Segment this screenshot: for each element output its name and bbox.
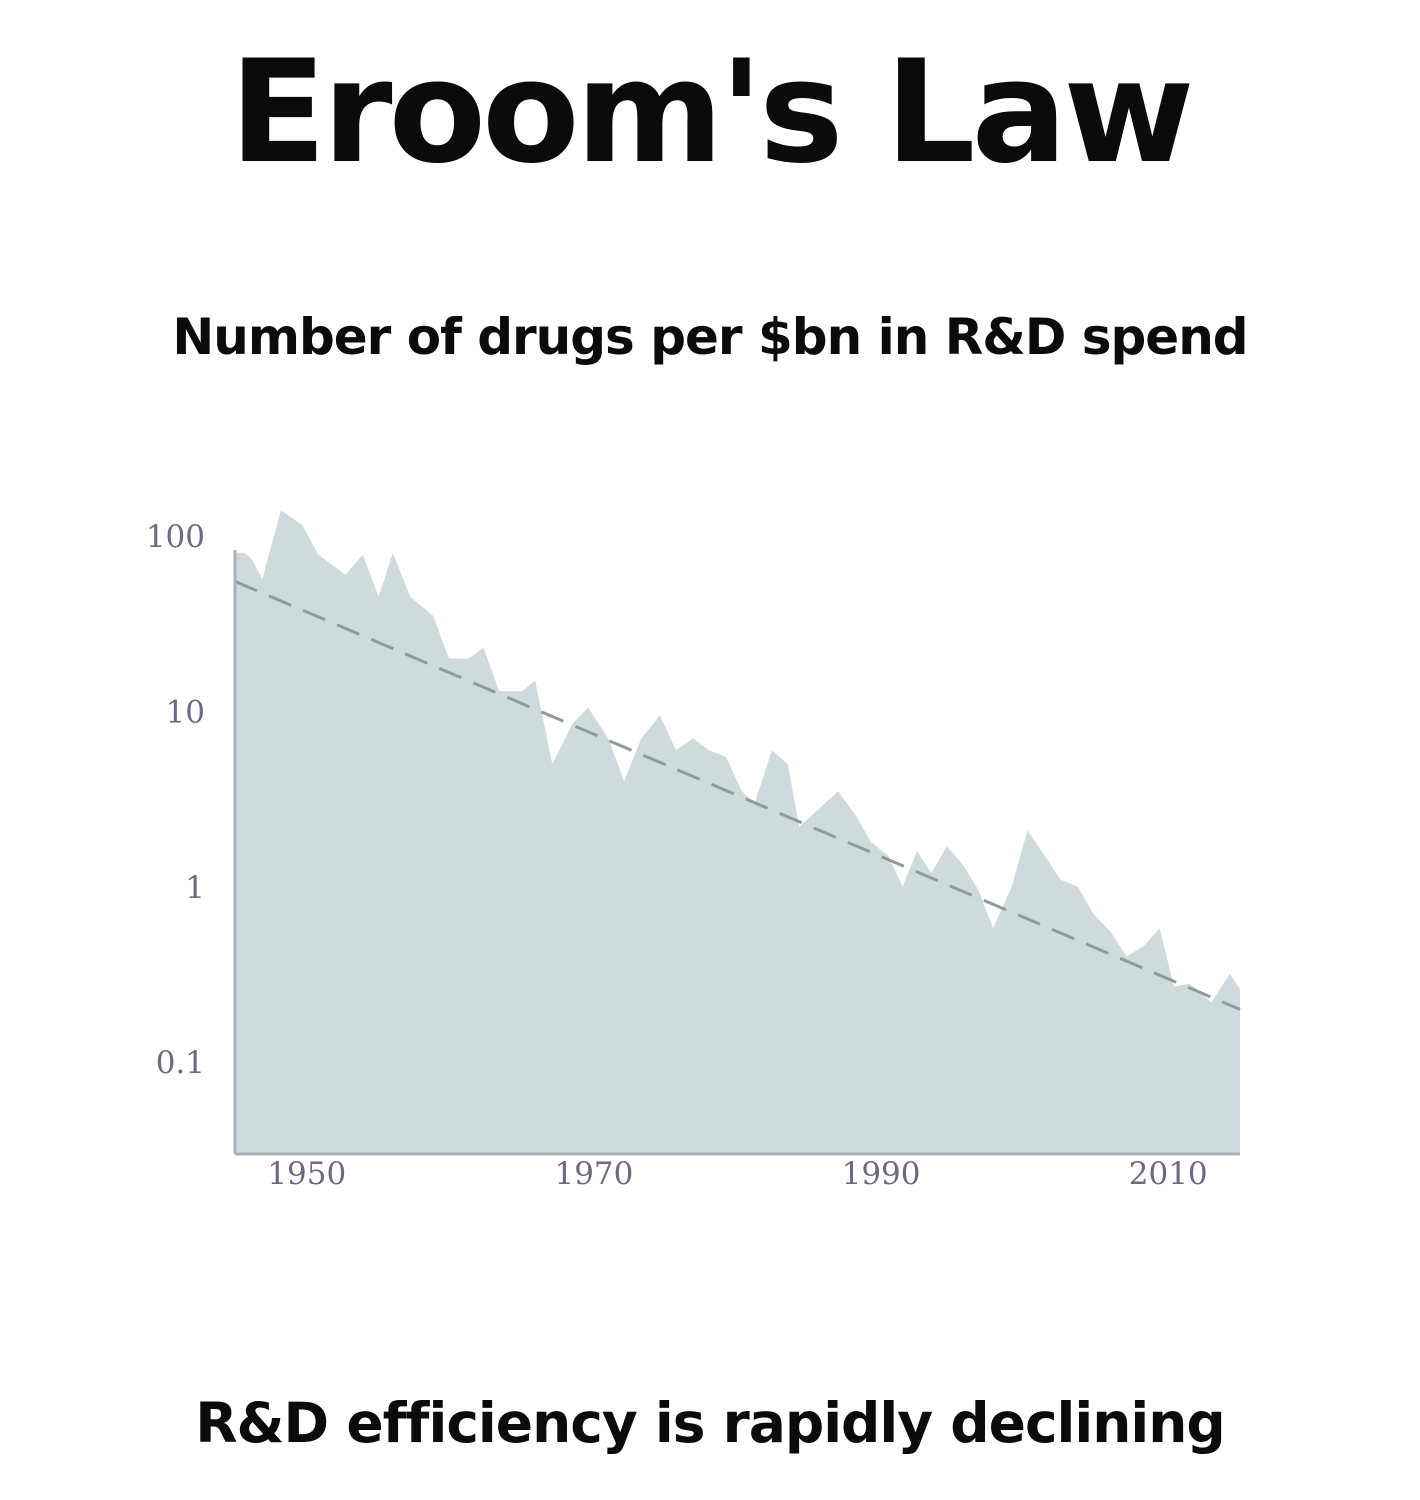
y-tick-label: 1 xyxy=(185,870,205,906)
x-tick-labels: 1950 1970 1990 2010 xyxy=(267,1156,1207,1192)
x-tick-label: 1990 xyxy=(842,1156,921,1192)
chart-caption: R&D efficiency is rapidly declining xyxy=(195,1391,1226,1455)
chart-title: Eroom's Law xyxy=(229,30,1194,195)
x-tick-label: 2010 xyxy=(1129,1156,1208,1192)
y-tick-label: 100 xyxy=(146,519,205,555)
axes xyxy=(233,550,1240,1156)
x-tick-label: 1950 xyxy=(267,1156,346,1192)
chart-subtitle: Number of drugs per $bn in R&D spend xyxy=(172,308,1248,366)
trend-line xyxy=(234,579,1241,1011)
y-tick-label: 10 xyxy=(166,694,205,730)
y-tick-labels: 100 10 1 0.1 xyxy=(146,519,205,1081)
chart: 100 10 1 0.1 1950 1970 1990 2010 xyxy=(146,510,1241,1192)
y-tick-label: 0.1 xyxy=(156,1045,205,1081)
x-tick-label: 1970 xyxy=(554,1156,633,1192)
plot-area xyxy=(234,510,1241,1154)
area-series xyxy=(235,510,1240,1154)
